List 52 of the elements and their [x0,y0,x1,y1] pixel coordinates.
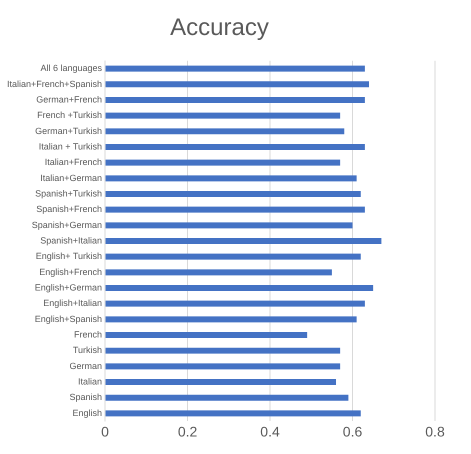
y-tick-label: Spanish [70,392,102,402]
y-tick-label: Spanish+Italian [40,235,102,246]
x-tick-label: 0.6 [342,423,362,440]
bar [106,394,348,401]
bar [106,66,365,72]
x-tick-label: 0.8 [425,423,445,440]
bar [106,238,382,244]
y-tick-label: French [74,330,102,340]
bar [106,379,336,386]
bar [106,348,340,354]
y-tick-label: English+ Turkish [36,251,102,262]
y-tick-label: Italian+French+Spanish [7,78,102,89]
bar [106,285,374,292]
chart-title: Accuracy [170,14,269,42]
y-tick-label: Turkish [72,345,102,356]
y-tick-label: English+French [39,266,102,277]
y-tick-label: English+Italian [43,298,102,308]
bar [106,96,365,103]
bar [106,254,361,260]
y-tick-label: French +Turkish [37,110,102,120]
x-tick-label: 0.2 [178,423,198,440]
y-tick-label: All 6 languages [40,63,103,74]
bar [106,190,361,197]
bar [106,332,308,338]
bar [106,112,340,119]
y-tick-label: English [72,408,102,418]
y-tick-label: German [70,360,102,371]
bar [106,410,361,416]
bar [106,269,332,276]
bar [106,206,365,213]
y-tick-label: English+German [34,282,102,292]
y-tick-label: Italian + Turkish [38,141,102,152]
bar [106,128,344,134]
x-tick-label: 0 [101,423,110,440]
bar [106,316,357,322]
y-tick-label: Italian+French [44,157,102,168]
x-tick-label: 0.4 [260,423,280,440]
bar [106,222,353,228]
y-tick-label: Italian [78,376,102,387]
y-tick-label: German+Turkish [35,126,102,136]
bar [106,175,357,182]
y-tick-label: Spanish+French [36,204,102,214]
y-tick-label: English+Spanish [34,314,102,324]
y-tick-label: Italian+German [40,172,102,183]
bar [106,300,365,307]
y-tick-label: German+French [36,94,102,104]
bar [106,363,340,370]
bar [106,144,365,150]
bar [106,81,370,88]
bar [106,160,340,166]
y-tick-label: Spanish+German [32,220,102,230]
y-tick-label: Spanish+Turkish [35,188,102,198]
